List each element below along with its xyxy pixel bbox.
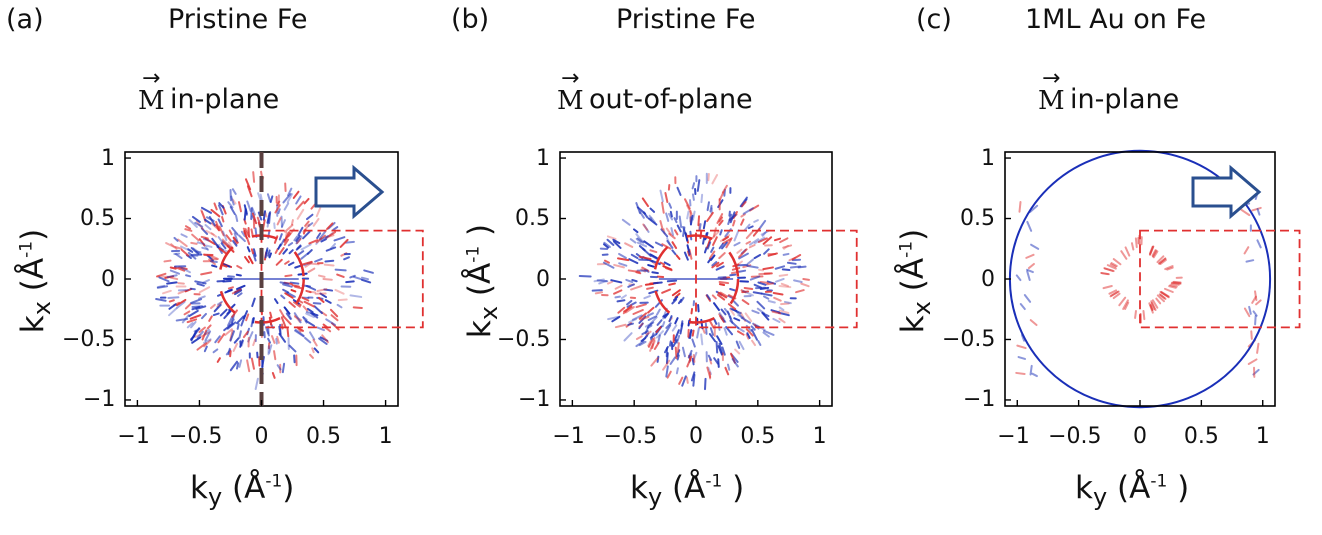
panel-a-ytick-label: −0.5 — [62, 326, 116, 352]
panel-c-xtick-label: 1 — [1255, 424, 1270, 449]
panel-a-ytick-label: 1 — [101, 145, 115, 171]
panel-b-xtick-label: −1 — [552, 424, 585, 449]
panel-b-xlabel: ky (Å-1 ) — [630, 470, 745, 512]
panel-c-m-orientation: in-plane — [1070, 84, 1180, 115]
panel-b-title: Pristine Fe — [616, 4, 756, 35]
panel-a-spin-texture — [155, 170, 374, 391]
panel-c-ytick-label: 0.5 — [960, 206, 995, 232]
panel-a-ytick-label: 0 — [101, 266, 115, 292]
panel-c-ytick-label: 0 — [981, 266, 995, 292]
panel-c-ytick-label: 1 — [981, 145, 995, 171]
panel-b-m-symbol: M — [557, 86, 584, 116]
vector-arrow-icon: → — [142, 66, 161, 91]
panel-c-xlabel: ky (Å-1 ) — [1075, 470, 1190, 512]
panel-a-ytick-label: −1 — [83, 387, 116, 413]
panel-b-xtick-label: 0 — [689, 424, 703, 449]
panel-c-xtick-label: 0.5 — [1183, 424, 1219, 449]
panel-c-xtick-label: 0 — [1133, 424, 1147, 449]
panel-b-letter: (b) — [451, 4, 490, 35]
panel-b-ytick-label: 0 — [536, 266, 550, 292]
panel-c-magnetization-arrow-icon — [1191, 164, 1262, 220]
panel-b-xtick-label: 0.5 — [740, 424, 776, 449]
panel-b-ytick-label: 1 — [536, 145, 550, 171]
panel-c-xtick-label: −0.5 — [1048, 424, 1102, 449]
panel-c-ytick-label: −1 — [963, 387, 996, 413]
panel-c-title: 1ML Au on Fe — [1025, 4, 1207, 35]
panel-b-ytick-label: 0.5 — [515, 206, 550, 232]
panel-a-xtick-label: 0.5 — [306, 424, 342, 449]
panel-a-xtick-label: −1 — [117, 424, 150, 449]
panel-a-title: Pristine Fe — [168, 4, 308, 35]
panel-b-ytick-label: −1 — [518, 387, 551, 413]
panel-c-spin-texture — [1015, 190, 1262, 378]
panel-a-xtick-label: −0.5 — [168, 424, 223, 449]
panel-a-xlabel: ky (Å-1) — [190, 470, 295, 512]
panel-c-ytick-label: −0.5 — [942, 326, 996, 352]
panel-a-ytick-label: 0.5 — [80, 206, 115, 232]
panel-b-xtick-label: 1 — [812, 424, 827, 449]
vector-arrow-icon: → — [1042, 66, 1061, 91]
vector-arrow-icon: → — [561, 66, 580, 91]
panel-b-ytick-label: −0.5 — [497, 326, 551, 352]
panel-c-letter: (c) — [916, 4, 952, 35]
panel-b-xtick-label: −0.5 — [603, 424, 658, 449]
panel-b-m-orientation: out-of-plane — [589, 84, 753, 115]
panel-b-spin-texture — [578, 172, 810, 391]
panel-a-xtick-label: 1 — [378, 424, 393, 449]
panel-c-xtick-label: −1 — [997, 424, 1030, 449]
panel-a-xtick-label: 0 — [254, 424, 269, 449]
panel-a-m-orientation: in-plane — [170, 84, 280, 115]
panel-a-magnetization-arrow-icon — [314, 164, 385, 220]
panel-c-dashed-box — [1139, 229, 1301, 329]
panel-a-letter: (a) — [6, 4, 44, 35]
panel-b-dashed-box — [695, 229, 858, 329]
panel-a-m-symbol: M — [138, 86, 165, 116]
panel-c-m-symbol: M — [1038, 86, 1065, 116]
